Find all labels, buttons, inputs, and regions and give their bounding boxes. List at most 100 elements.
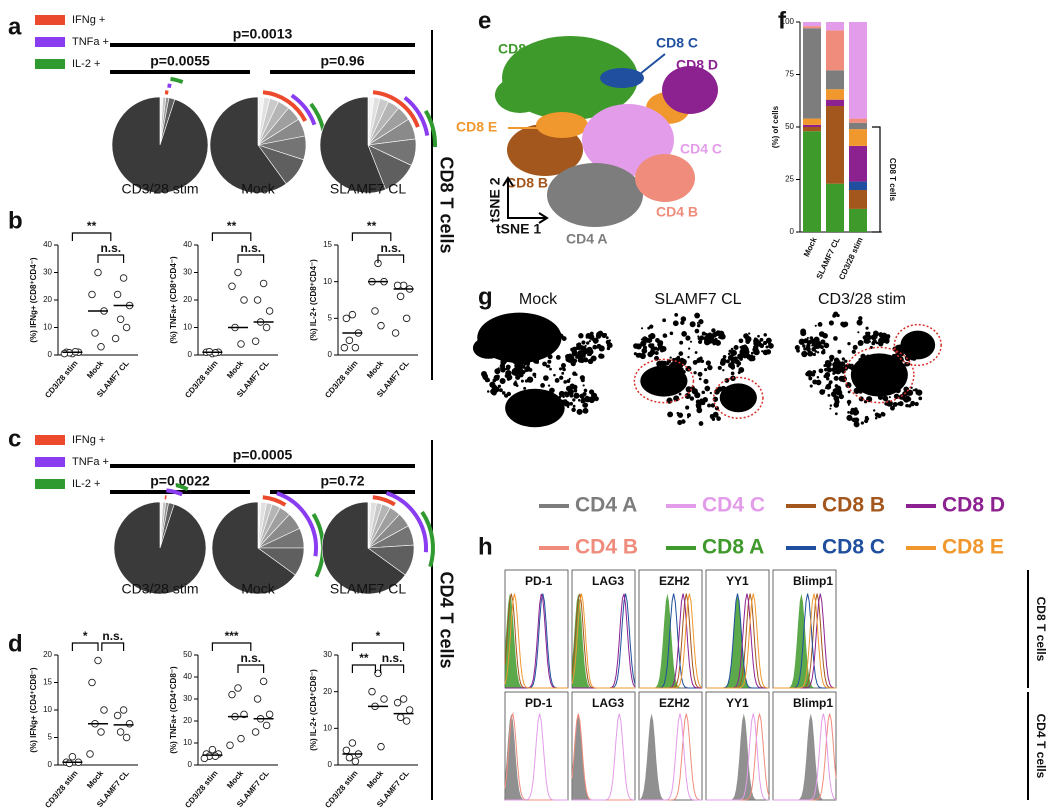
density-speck [716, 386, 723, 392]
significance-label: n.s. [102, 629, 123, 643]
density-speck [897, 401, 902, 406]
density-speck [865, 326, 869, 330]
cytokine-arc [170, 76, 184, 84]
density-speck [583, 388, 588, 393]
legend-label: IL-2 + [72, 478, 100, 490]
density-speck [577, 398, 581, 402]
marker-label: EZH2 [659, 696, 690, 710]
density-speck [696, 402, 699, 406]
density-speck [573, 392, 580, 399]
pie-caption: CD3/28 stim [121, 181, 198, 197]
bar-segment [849, 118, 867, 123]
density-speck [846, 414, 853, 421]
significance-label: * [83, 629, 88, 643]
density-speck [825, 343, 828, 346]
density-speck [876, 413, 882, 419]
density-speck [701, 331, 706, 336]
density-speck [846, 399, 852, 405]
data-point [265, 307, 274, 315]
data-point [342, 314, 351, 323]
density-speck [757, 334, 760, 338]
density-speck [679, 340, 684, 345]
bar-segment [849, 190, 867, 209]
density-speck [806, 344, 810, 349]
density-speck [752, 355, 756, 358]
density-speck [833, 357, 840, 364]
density-speck [606, 346, 611, 351]
marker-label: Blimp1 [793, 696, 833, 710]
data-point [122, 323, 131, 332]
density-speck [668, 363, 673, 369]
significance-bracket [351, 664, 377, 673]
cytokine-arc [262, 495, 287, 507]
density-speck [694, 351, 698, 354]
data-point [97, 343, 105, 351]
density-speck [578, 333, 584, 339]
density-speck [881, 412, 886, 417]
density-speck [546, 336, 552, 341]
density-speck [707, 403, 712, 408]
x-tick-label: CD3/28 stim [183, 769, 219, 808]
significance-bracket [211, 642, 252, 651]
density-speck [571, 407, 576, 413]
pie-slice [319, 96, 387, 194]
data-point [97, 728, 105, 736]
bar-segment [849, 208, 867, 232]
density-speck [727, 352, 731, 356]
density-speck [542, 361, 547, 367]
density-speck [829, 407, 832, 410]
density-speck [762, 349, 769, 356]
density-speck [577, 357, 583, 363]
y-tick-label: 50 [183, 650, 192, 659]
legend-swatch [35, 37, 65, 47]
density-speck [609, 344, 613, 348]
density-speck [882, 336, 886, 339]
density-speck [534, 376, 537, 379]
density-speck [905, 403, 909, 408]
density-speck [605, 336, 609, 340]
tsne-cluster-label: CD8 A [498, 41, 540, 57]
data-point [374, 669, 382, 678]
density-speck [765, 345, 769, 349]
legend-label: CD8 D [942, 494, 1005, 517]
legend-label: IL-2 + [72, 58, 100, 70]
density-speck [567, 358, 573, 363]
density-speck [745, 346, 749, 350]
data-point [345, 753, 354, 762]
density-speck [813, 343, 816, 347]
density-speck [486, 390, 490, 393]
density-speck [878, 332, 884, 337]
tsne-cluster [536, 112, 588, 138]
density-speck [832, 361, 838, 368]
density-speck [853, 387, 860, 394]
density-speck [580, 394, 585, 399]
y-tick-label: 25 [785, 175, 794, 184]
density-speck [850, 407, 855, 413]
density-speck [498, 388, 503, 393]
density-speck [515, 384, 519, 388]
density-speck [823, 342, 830, 349]
legend-swatch [35, 435, 65, 445]
density-speck [635, 343, 642, 350]
density-speck [581, 340, 586, 345]
density-speck [716, 416, 721, 421]
density-speck [565, 385, 572, 392]
y-tick-label: 0 [48, 350, 53, 359]
marker-label: EZH2 [659, 574, 690, 588]
marker-label: YY1 [726, 574, 749, 588]
density-speck [696, 323, 701, 328]
y-tick-label: 20 [183, 295, 192, 304]
density-speck [545, 364, 549, 368]
density-speck [642, 337, 646, 340]
cytokine-arc [372, 90, 420, 128]
cytokine-arc [423, 109, 437, 148]
density-speck [810, 338, 817, 345]
data-point [94, 268, 102, 277]
density-title: Mock [519, 291, 558, 308]
density-speck [912, 389, 915, 392]
significance-label: ** [87, 219, 97, 233]
x-tick-label: Mock [85, 768, 105, 790]
tsne-cluster [662, 66, 718, 114]
density-speck [709, 391, 713, 395]
y-tick-label: 5 [328, 313, 333, 322]
